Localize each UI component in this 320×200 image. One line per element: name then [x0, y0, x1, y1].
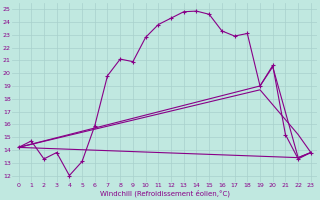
X-axis label: Windchill (Refroidissement éolien,°C): Windchill (Refroidissement éolien,°C)	[100, 190, 230, 197]
